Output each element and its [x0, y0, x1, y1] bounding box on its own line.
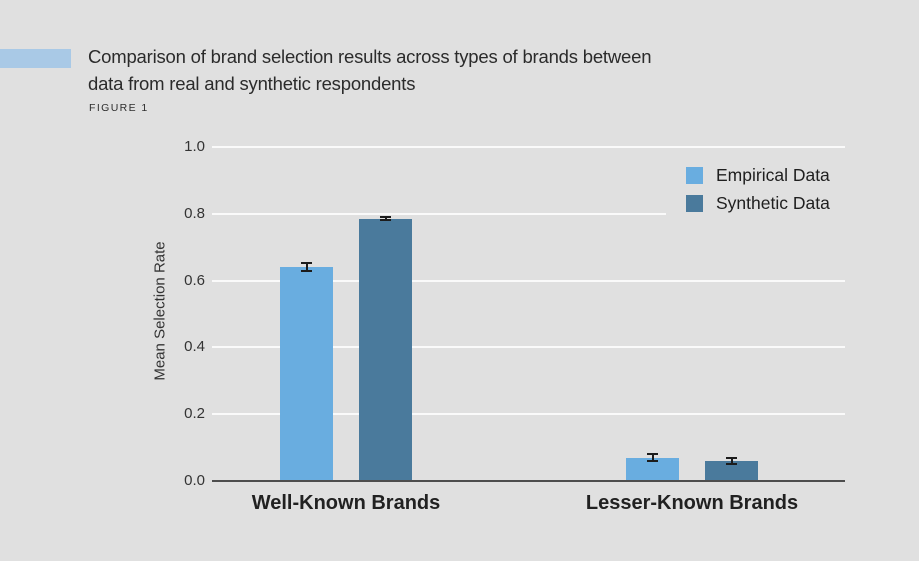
- figure-number-label: FIGURE 1: [89, 102, 149, 114]
- error-bar-synthetic-data-well-known-brands: [380, 216, 391, 222]
- title-accent-swatch: [0, 49, 71, 68]
- chart-title-line2: data from real and synthetic respondents: [88, 72, 416, 94]
- legend-label-empirical-data: Empirical Data: [716, 165, 830, 185]
- error-bar-synthetic-data-lesser-known-brands: [726, 457, 737, 465]
- chart-legend: Empirical Data Synthetic Data: [666, 156, 852, 222]
- gridline-y-0.4: [212, 346, 845, 349]
- x-category-label-lesser-known-brands: Lesser-Known Brands: [585, 492, 799, 514]
- legend-item-synthetic-data: Synthetic Data: [686, 193, 852, 213]
- x-axis-line: [212, 480, 845, 482]
- y-tick-label: 0.0: [184, 472, 205, 489]
- bar-synthetic-data-well-known-brands: [359, 218, 412, 481]
- error-bar-stem: [305, 262, 308, 273]
- error-bar-cap-top: [726, 457, 737, 460]
- legend-swatch-synthetic-data: [686, 195, 703, 212]
- error-bar-cap-bottom: [647, 459, 658, 462]
- error-bar-cap-top: [301, 262, 312, 265]
- error-bar-cap-top: [647, 453, 658, 456]
- y-tick-label: 1.0: [184, 138, 205, 155]
- bar-empirical-data-lesser-known-brands: [626, 457, 679, 481]
- chart-title-line1: Comparison of brand selection results ac…: [88, 46, 652, 67]
- gridline-y-1.0: [212, 146, 845, 148]
- error-bar-cap-top: [380, 216, 391, 219]
- error-bar-cap-bottom: [726, 462, 737, 465]
- y-axis-title: Mean Selection Rate: [151, 241, 169, 381]
- y-tick-label: 0.2: [184, 405, 205, 423]
- error-bar-empirical-data-well-known-brands: [301, 262, 312, 273]
- legend-item-empirical-data: Empirical Data: [686, 165, 852, 185]
- legend-swatch-empirical-data: [686, 167, 703, 184]
- y-tick-label: 0.6: [184, 271, 205, 289]
- y-tick-label: 0.4: [184, 338, 205, 356]
- x-category-label-well-known-brands: Well-Known Brands: [251, 492, 441, 514]
- legend-label-synthetic-data: Synthetic Data: [716, 193, 830, 213]
- gridline-y-0.6: [212, 279, 845, 282]
- bar-empirical-data-well-known-brands: [280, 267, 333, 481]
- chart-title: Comparison of brand selection results ac…: [88, 44, 651, 97]
- error-bar-stem: [384, 216, 387, 222]
- error-bar-cap-bottom: [380, 219, 391, 222]
- error-bar-empirical-data-lesser-known-brands: [647, 453, 658, 462]
- error-bar-cap-bottom: [301, 270, 312, 273]
- y-tick-label: 0.8: [184, 204, 205, 222]
- error-bar-stem: [730, 457, 733, 465]
- gridline-y-0.8: [212, 212, 845, 215]
- bar-synthetic-data-lesser-known-brands: [705, 460, 758, 481]
- error-bar-stem: [651, 453, 654, 462]
- gridline-y-0.2: [212, 413, 845, 416]
